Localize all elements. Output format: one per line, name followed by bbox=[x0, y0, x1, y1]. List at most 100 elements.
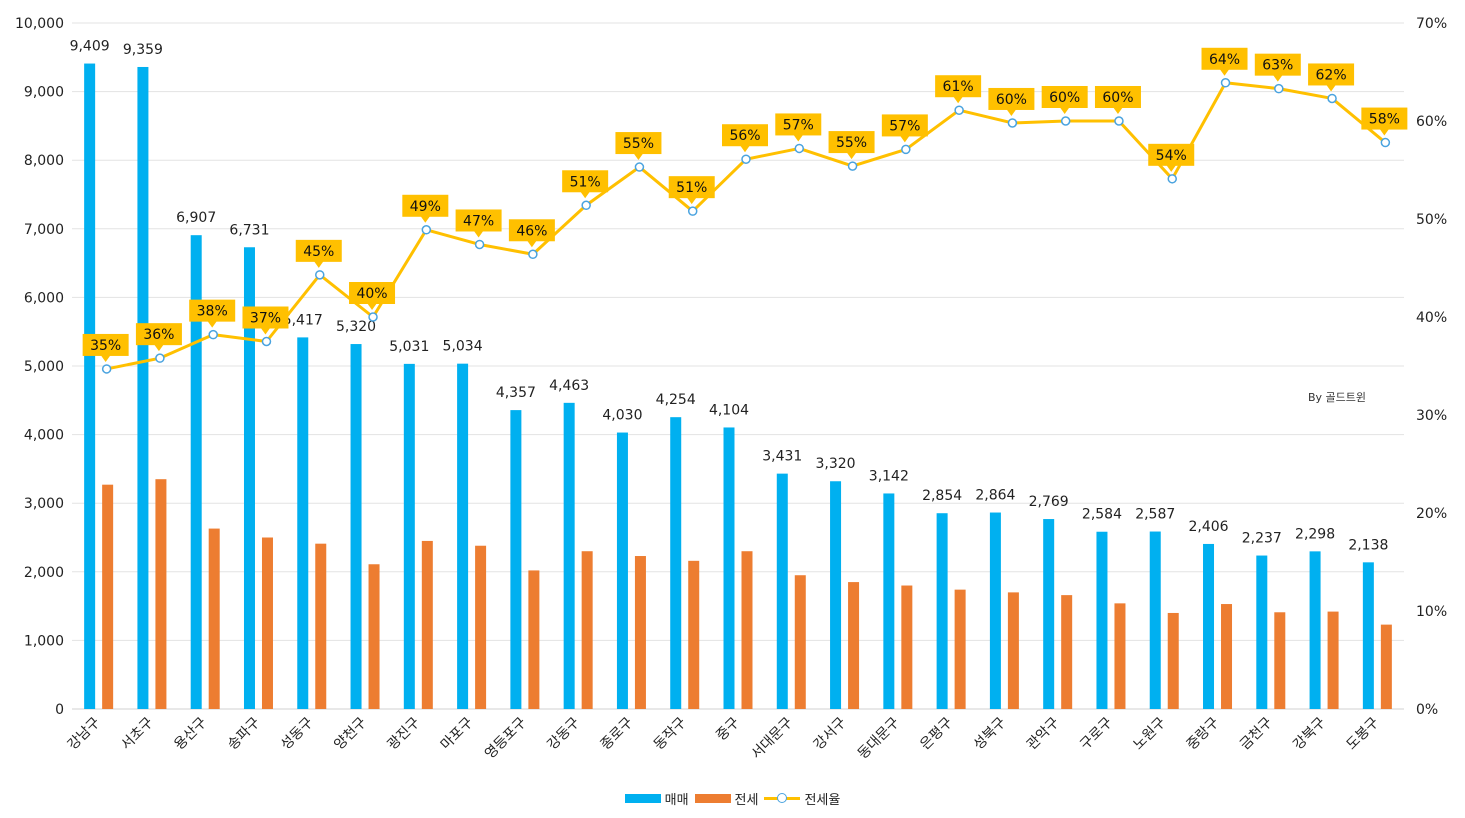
bar-value-label: 9,409 bbox=[70, 39, 110, 55]
bar-sale bbox=[1043, 519, 1055, 709]
point-ratio bbox=[1327, 93, 1337, 104]
bar-value-label: 5,320 bbox=[336, 319, 376, 335]
bar-value-label: 4,463 bbox=[549, 378, 589, 394]
ratio-label-box bbox=[402, 194, 449, 217]
bar-sale bbox=[1362, 562, 1374, 709]
ratio-label: 56% bbox=[729, 128, 760, 144]
bar-sale bbox=[1256, 555, 1268, 709]
bar-jeonse bbox=[155, 479, 167, 709]
bar-sale bbox=[457, 363, 469, 709]
ratio-label-pointer bbox=[953, 96, 964, 104]
point-ratio bbox=[794, 143, 805, 154]
bar-value-label: 4,357 bbox=[496, 385, 536, 401]
bar-value-label: 5,417 bbox=[283, 312, 323, 328]
ratio-label: 40% bbox=[356, 286, 387, 302]
bar-value-label: 3,320 bbox=[816, 456, 856, 472]
point-ratio bbox=[1060, 116, 1071, 126]
point-ratio bbox=[634, 162, 645, 172]
point-ratio bbox=[1114, 116, 1124, 126]
y-left-tick-label: 3,000 bbox=[24, 496, 64, 512]
ratio-label: 51% bbox=[570, 174, 601, 190]
ratio-label-box bbox=[1361, 107, 1408, 130]
y-left-tick-label: 0 bbox=[55, 702, 64, 718]
x-tick-label: 종로구 bbox=[598, 714, 637, 753]
ratio-label-box bbox=[722, 124, 768, 147]
ratio-label-pointer bbox=[260, 327, 271, 335]
x-tick-label: 송파구 bbox=[225, 714, 264, 753]
point-ratio bbox=[954, 105, 964, 115]
ratio-label: 61% bbox=[943, 79, 974, 95]
x-tick-label: 성동구 bbox=[278, 714, 317, 753]
ratio-label-box bbox=[1254, 53, 1301, 76]
ratio-label-pointer bbox=[899, 135, 910, 143]
x-tick-label: 성북구 bbox=[971, 714, 1010, 753]
ratio-label-box bbox=[935, 75, 982, 98]
x-tick-label: 영등포구 bbox=[482, 714, 530, 762]
bar-jeonse bbox=[315, 543, 327, 709]
ratio-label: 57% bbox=[889, 118, 920, 134]
ratio-label: 55% bbox=[623, 136, 654, 152]
ratio-label-pointer bbox=[367, 303, 378, 310]
bar-sale bbox=[1096, 531, 1108, 709]
ratio-label: 62% bbox=[1316, 67, 1347, 83]
point-ratio bbox=[1007, 118, 1018, 128]
y-left-tick-label: 10,000 bbox=[15, 16, 64, 32]
legend-swatch-ratio bbox=[764, 792, 801, 804]
bar-sale bbox=[830, 481, 842, 709]
bar-jeonse bbox=[1114, 603, 1126, 709]
ratio-label-box bbox=[775, 113, 822, 136]
bar-sale bbox=[243, 247, 255, 709]
legend-label-sale: 매매 bbox=[664, 792, 689, 808]
ratio-label: 38% bbox=[197, 304, 228, 320]
ratio-label-box bbox=[135, 323, 182, 346]
ratio-label-pointer bbox=[420, 215, 431, 223]
point-ratio bbox=[687, 206, 698, 216]
credit-text: By 골드트윈 bbox=[1308, 391, 1367, 404]
point-ratio bbox=[474, 239, 485, 250]
ratio-label: 55% bbox=[836, 135, 867, 151]
bar-jeonse bbox=[1061, 595, 1073, 709]
bar-jeonse bbox=[102, 484, 114, 709]
bar-sale bbox=[723, 427, 735, 709]
ratio-label-pointer bbox=[1166, 164, 1177, 172]
ratio-label-pointer bbox=[313, 260, 324, 268]
ratio-label-pointer bbox=[153, 344, 164, 352]
ratio-label: 57% bbox=[783, 117, 814, 133]
point-ratio bbox=[901, 144, 911, 155]
bar-jeonse bbox=[368, 564, 380, 709]
ratio-label-pointer bbox=[100, 354, 111, 362]
y-left-tick-label: 9,000 bbox=[24, 85, 64, 101]
ratio-label-pointer bbox=[1112, 107, 1123, 114]
legend-label-ratio: 전세율 bbox=[804, 792, 841, 808]
ratio-label-box bbox=[189, 299, 236, 322]
x-tick-label: 양천구 bbox=[331, 714, 370, 753]
bar-value-label: 2,854 bbox=[922, 488, 962, 504]
y-left-tick-label: 4,000 bbox=[24, 428, 64, 444]
x-tick-label: 중랑구 bbox=[1184, 714, 1223, 753]
ratio-label-pointer bbox=[846, 152, 857, 160]
x-tick-label: 서대문구 bbox=[748, 714, 796, 762]
legend-item-jeonse: 전세 bbox=[694, 789, 758, 808]
ratio-label-box bbox=[668, 176, 715, 199]
ratio-label: 47% bbox=[463, 213, 494, 229]
ratio-label: 35% bbox=[90, 338, 121, 354]
ratio-label-box bbox=[988, 87, 1035, 110]
bar-jeonse bbox=[794, 575, 806, 709]
bar-jeonse bbox=[528, 570, 540, 709]
bar-jeonse bbox=[1327, 611, 1339, 709]
y-right-tick-label: 10% bbox=[1416, 604, 1447, 620]
point-ratio bbox=[847, 161, 858, 171]
bar-value-label: 4,254 bbox=[656, 392, 696, 408]
bar-value-label: 2,298 bbox=[1295, 526, 1335, 542]
y-left-tick-label: 5,000 bbox=[24, 359, 64, 375]
ratio-label-pointer bbox=[686, 197, 697, 205]
ratio-label-box bbox=[455, 209, 502, 232]
ratio-label: 63% bbox=[1262, 58, 1293, 74]
bar-value-label: 3,431 bbox=[762, 449, 802, 465]
x-tick-label: 도봉구 bbox=[1344, 714, 1383, 753]
bar-sale bbox=[936, 513, 948, 709]
bar-jeonse bbox=[421, 540, 433, 709]
point-ratio bbox=[261, 336, 272, 347]
point-ratio bbox=[1167, 174, 1177, 184]
